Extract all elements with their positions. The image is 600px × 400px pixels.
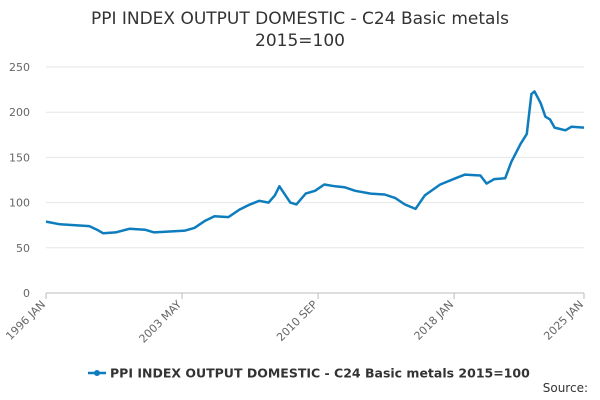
legend-label: PPI INDEX OUTPUT DOMESTIC - C24 Basic me…	[110, 366, 530, 381]
source: Source:	[543, 381, 588, 395]
y-tick-label: 250	[9, 61, 30, 74]
y-tick-label: 150	[9, 151, 30, 164]
y-tick-label: 0	[23, 287, 30, 300]
chart-title: 2015=100	[255, 31, 345, 51]
x-tick-label: 2010 SEP	[274, 298, 320, 344]
y-tick-label: 100	[9, 197, 30, 210]
y-tick-label: 50	[16, 242, 30, 255]
chart-title: PPI INDEX OUTPUT DOMESTIC - C24 Basic me…	[91, 9, 509, 29]
x-tick-label: 1996 JAN	[3, 298, 48, 343]
legend-marker	[94, 370, 100, 376]
y-tick-label: 200	[9, 106, 30, 119]
x-tick-label: 2003 MAY	[137, 298, 185, 346]
data-line	[45, 90, 585, 235]
x-tick-label: 2025 JAN	[541, 298, 586, 343]
x-tick-label: 2018 JAN	[412, 298, 457, 343]
